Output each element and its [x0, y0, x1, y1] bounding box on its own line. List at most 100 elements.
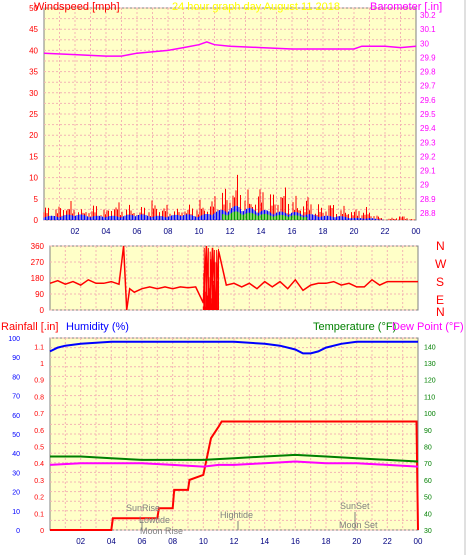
barometer-axis-title: Barometer [.in]: [370, 1, 442, 13]
lower-x-tick-label: 18: [322, 537, 331, 546]
barometer-y-tick-label: 29.6: [420, 96, 436, 105]
compass-label: S: [436, 275, 444, 289]
lower-axes: 010203040506070809010000.10.20.30.40.50.…: [8, 336, 435, 546]
wind-y-tick-label: 0: [34, 216, 39, 225]
wind-y-tick-label: 40: [29, 46, 38, 55]
barometer-y-tick-label: 29.7: [420, 82, 436, 91]
humidity-y-tick-label: 50: [12, 432, 20, 439]
moonrise-label: Moon Rise: [140, 526, 183, 536]
barometer-y-tick-label: 29.2: [420, 152, 436, 161]
barometer-y-tick-label: 29.4: [420, 124, 436, 133]
rainfall-axis-title: Rainfall [.in]: [1, 321, 58, 333]
rainfall-y-tick-label: 0.8: [34, 394, 44, 401]
barometer-y-tick-label: 29.8: [420, 68, 436, 77]
wind-y-tick-label: 35: [29, 68, 38, 77]
wind-y-tick-label: 45: [29, 25, 38, 34]
compass-label: W: [435, 257, 447, 271]
humidity-y-tick-label: 90: [12, 355, 20, 362]
humidity-y-tick-label: 10: [12, 509, 20, 516]
wind-x-tick-label: 12: [226, 227, 235, 236]
temperature-y-tick-label: 70: [424, 461, 432, 468]
lower-x-tick-label: 12: [230, 537, 239, 546]
barometer-line: [43, 41, 417, 57]
moonset-label: Moon Set: [339, 520, 378, 530]
wind-x-tick-label: 16: [288, 227, 297, 236]
astro-annotations: SunRise Lowtide Moon Rise Hightide SunSe…: [126, 501, 378, 536]
wind-y-tick-label: 30: [29, 89, 38, 98]
wind-y-tick-label: 20: [29, 131, 38, 140]
lower-x-tick-label: 00: [414, 537, 423, 546]
wind-axes: 0 5 10 15 20 25 30 35 40 45 50 28.8 28.9 29 29.1 29.2 29…: [29, 4, 436, 236]
direction-series: [49, 245, 418, 311]
temperature-y-tick-label: 110: [424, 394, 435, 401]
humidity-y-tick-label: 0: [16, 528, 20, 535]
lowtide-label: Lowtide: [139, 515, 170, 525]
humidity-axis-title: Humidity (%): [66, 321, 129, 333]
barometer-y-tick-label: 30.1: [420, 25, 436, 34]
humidity-line: [49, 340, 418, 355]
wind-x-tick-label: 04: [102, 227, 111, 236]
wind-y-tick-label: 10: [29, 174, 38, 183]
barometer-y-tick-label: 29.3: [420, 138, 436, 147]
compass-label: E: [436, 293, 444, 307]
humidity-y-tick-label: 60: [12, 413, 20, 420]
graph-title: 24 hour graph day August 11 2018: [172, 1, 340, 13]
wind-x-tick-label: 20: [350, 227, 359, 236]
lower-x-tick-label: 14: [260, 537, 269, 546]
wind-y-tick-label: 50: [29, 4, 38, 13]
direction-y-tick-label: 360: [31, 242, 45, 251]
rainfall-y-tick-label: 1.1: [34, 344, 44, 351]
humidity-y-tick-label: 70: [12, 394, 20, 401]
sunrise-label: SunRise: [126, 503, 160, 513]
barometer-y-tick-label: 29: [420, 181, 429, 190]
rainfall-y-tick-label: 0.9: [34, 378, 44, 385]
rainfall-y-tick-label: 0.7: [34, 411, 44, 418]
temperature-y-tick-label: 140: [424, 344, 436, 351]
temperature-axis-title: Temperature (°F): [313, 321, 396, 333]
humidity-y-tick-label: 100: [8, 336, 20, 343]
direction-y-tick-label: 0: [40, 306, 45, 315]
lower-x-tick-label: 06: [138, 537, 147, 546]
temperature-y-tick-label: 80: [424, 445, 432, 452]
direction-axes: 0 90 180 270 360: [31, 242, 45, 315]
lower-x-tick-label: 16: [291, 537, 300, 546]
lower-x-tick-label: 02: [76, 537, 85, 546]
direction-y-tick-label: 90: [35, 290, 44, 299]
wind-x-tick-label: 22: [381, 227, 390, 236]
rainfall-y-tick-label: 0: [40, 528, 44, 535]
wind-y-tick-label: 5: [34, 195, 39, 204]
wind-x-tick-label: 08: [164, 227, 173, 236]
sunset-label: SunSet: [340, 501, 370, 511]
hightide-label: Hightide: [220, 510, 253, 520]
rainfall-y-tick-label: 0.5: [34, 445, 44, 452]
lower-x-tick-label: 10: [199, 537, 208, 546]
rainfall-y-tick-label: 0.3: [34, 478, 44, 485]
wind-x-tick-label: 10: [195, 227, 204, 236]
lower-x-tick-label: 22: [383, 537, 392, 546]
wind-y-tick-label: 25: [29, 110, 38, 119]
lower-series: [49, 340, 419, 531]
rainfall-y-tick-label: 0.4: [34, 461, 44, 468]
rainfall-y-tick-label: 0.2: [34, 495, 44, 502]
wind-x-tick-label: 00: [412, 227, 421, 236]
rainfall-y-tick-label: 1: [40, 361, 44, 368]
rainfall-y-tick-label: 0.6: [34, 428, 44, 435]
dewpoint-axis-title: Dew Point (°F): [392, 321, 464, 333]
wind-y-tick-label: 15: [29, 152, 38, 161]
temperature-y-tick-label: 90: [424, 428, 432, 435]
rainfall-y-tick-label: 0.1: [34, 511, 44, 518]
compass-label: N: [436, 305, 445, 319]
temperature-y-tick-label: 40: [424, 511, 432, 518]
humidity-y-tick-label: 30: [12, 470, 20, 477]
barometer-y-tick-label: 29.1: [420, 167, 436, 176]
wind-x-tick-label: 14: [257, 227, 266, 236]
direction-y-tick-label: 180: [31, 274, 45, 283]
barometer-y-tick-label: 30: [420, 39, 429, 48]
wind-x-tick-label: 06: [133, 227, 142, 236]
temperature-y-tick-label: 130: [424, 361, 436, 368]
lower-x-tick-label: 08: [168, 537, 177, 546]
lower-x-tick-label: 20: [352, 537, 361, 546]
temperature-y-tick-label: 60: [424, 478, 432, 485]
barometer-y-tick-label: 28.9: [420, 195, 436, 204]
